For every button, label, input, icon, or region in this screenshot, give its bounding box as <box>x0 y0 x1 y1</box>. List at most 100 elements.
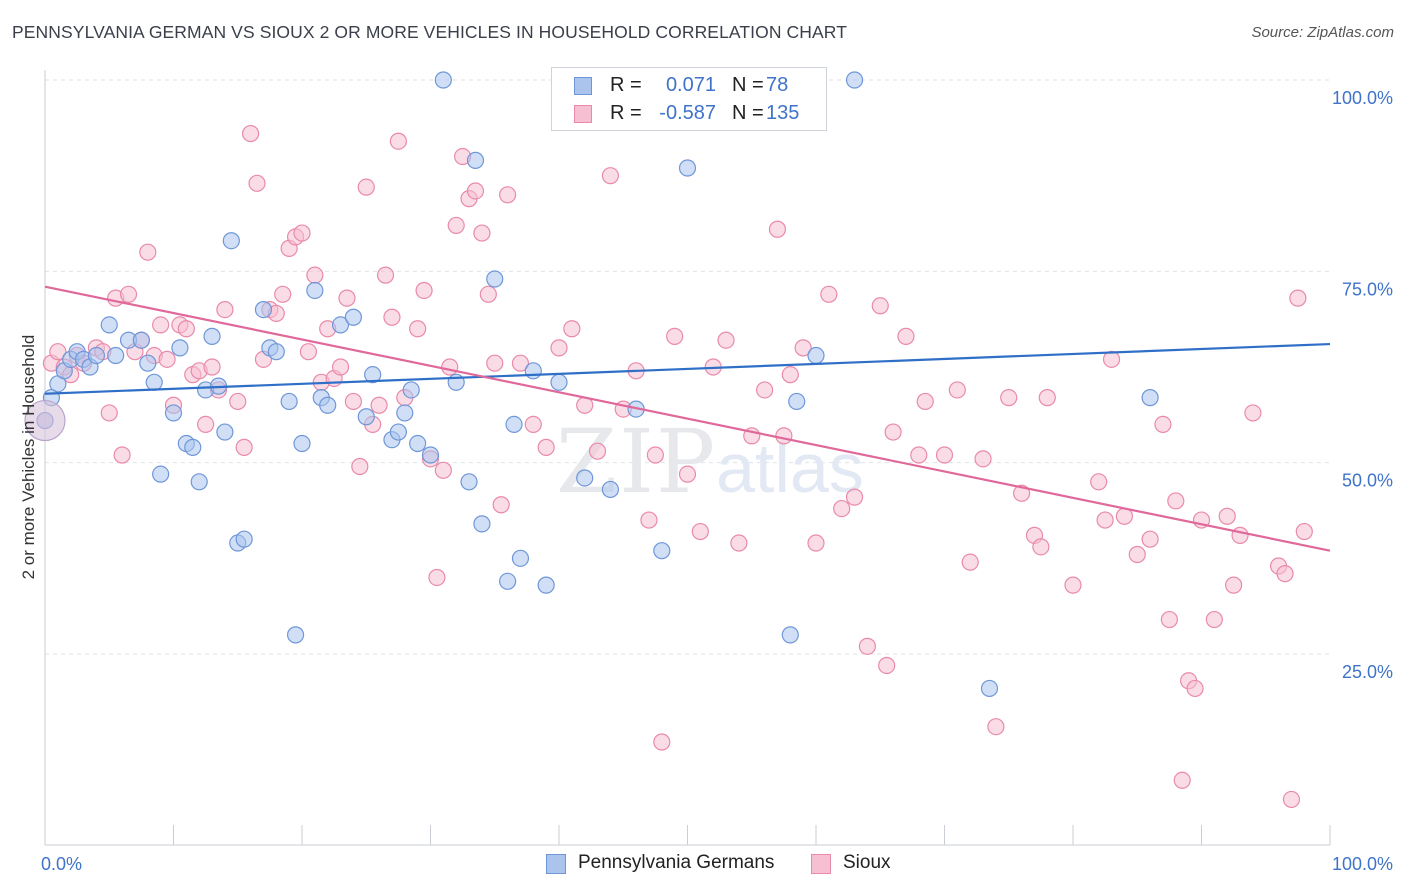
sioux-point <box>845 488 864 506</box>
sioux-point <box>781 366 799 384</box>
sioux-point <box>466 182 485 200</box>
sioux-point <box>961 553 979 571</box>
sioux-point <box>499 186 517 204</box>
legend-n-label: N = <box>732 74 764 96</box>
pennsylvania-germans-point <box>1141 389 1159 407</box>
sioux-point <box>1032 538 1050 556</box>
sioux-point <box>1225 576 1243 594</box>
legend-n-value: 135 <box>766 102 800 124</box>
legend-swatch-blue <box>574 77 592 95</box>
series-legend: Pennsylvania Germans Sioux <box>0 852 1406 878</box>
legend-swatch-pink <box>811 854 831 874</box>
sioux-point <box>820 285 838 303</box>
pennsylvania-germans-point <box>460 473 478 491</box>
sioux-point <box>1186 679 1204 698</box>
y-tick-label: 25.0% <box>1342 662 1393 682</box>
sioux-point <box>441 358 459 376</box>
sioux-point <box>858 637 877 655</box>
sioux-point <box>588 442 607 460</box>
legend-swatch-pink <box>574 105 592 123</box>
sioux-point <box>678 465 697 483</box>
overlap-point <box>24 399 66 442</box>
chart-source: Source: ZipAtlas.com <box>1251 24 1394 41</box>
y-tick-label: 50.0% <box>1342 471 1393 491</box>
sioux-point <box>152 316 170 334</box>
sioux-point <box>871 297 889 315</box>
trend-line-pennsylvania-germans <box>44 342 1331 395</box>
x-tick-label-min: 0.0% <box>41 854 82 874</box>
sioux-point <box>1231 526 1249 544</box>
pennsylvania-germans-point <box>145 373 163 391</box>
sioux-point <box>1012 484 1031 502</box>
pennsylvania-germans-point <box>788 392 806 411</box>
sioux-point <box>653 733 671 751</box>
chart-title: PENNSYLVANIA GERMAN VS SIOUX 2 OR MORE V… <box>12 22 848 42</box>
sioux-point <box>1167 492 1185 510</box>
sioux-point <box>351 457 369 476</box>
sioux-point <box>1276 565 1294 583</box>
pennsylvania-germans-point <box>505 415 523 433</box>
pennsylvania-germans-point <box>434 71 452 89</box>
sioux-point <box>158 350 176 368</box>
pennsylvania-germans-point <box>152 465 170 483</box>
sioux-point <box>775 427 793 445</box>
sioux-point <box>550 339 568 357</box>
sioux-point <box>884 423 902 441</box>
legend-label: Sioux <box>843 852 891 873</box>
pennsylvania-germans-point <box>100 316 118 334</box>
tick-labels: 25.0% 50.0% 75.0% 100.0% 0.0% 100.0% <box>41 88 1393 874</box>
sioux-point <box>666 327 684 345</box>
pennsylvania-germans-point <box>486 270 504 288</box>
pennsylvania-germans-point <box>203 327 221 345</box>
sioux-point <box>537 438 555 456</box>
pennsylvania-germans-point <box>331 316 350 334</box>
sioux-point <box>409 320 427 338</box>
sioux-point <box>383 308 401 326</box>
legend-r-value: 0.071 <box>665 74 716 96</box>
sioux-point <box>293 224 311 242</box>
sioux-point <box>833 499 851 518</box>
sioux-point <box>1064 576 1082 594</box>
y-tick-label: 100.0% <box>1332 88 1393 108</box>
pennsylvania-germans-point <box>184 438 202 456</box>
pennsylvania-germans-point <box>466 151 485 169</box>
sioux-point <box>331 358 350 376</box>
sioux-point <box>216 301 234 319</box>
sioux-point <box>691 522 709 541</box>
sioux-point <box>274 285 292 303</box>
sioux-point <box>306 266 324 284</box>
pennsylvania-germans-point <box>132 331 150 349</box>
sioux-point <box>646 446 664 464</box>
pennsylvania-germans-point <box>357 408 375 426</box>
pennsylvania-germans-point <box>87 346 106 365</box>
sioux-point <box>415 281 433 300</box>
sioux-point <box>730 534 748 552</box>
pennsylvania-germans-point <box>473 515 491 533</box>
sioux-point <box>235 438 253 456</box>
sioux-point <box>139 243 157 261</box>
pennsylvania-germans-point <box>537 576 555 594</box>
sioux-point <box>768 220 787 238</box>
sioux-point <box>447 216 465 235</box>
x-tick-label-max: 100.0% <box>1332 854 1393 874</box>
sioux-point <box>1090 473 1108 491</box>
sioux-point <box>100 404 118 422</box>
pennsylvania-germans-point <box>222 232 240 250</box>
sioux-point <box>248 174 266 192</box>
sioux-point <box>1173 771 1191 789</box>
sioux-point <box>344 392 362 411</box>
sioux-point <box>1141 530 1159 548</box>
pennsylvania-germans-point <box>421 446 440 464</box>
sioux-point <box>1244 404 1262 422</box>
sioux-point <box>794 339 812 357</box>
pennsylvania-germans-point <box>286 626 305 644</box>
sioux-point <box>376 266 395 284</box>
sioux-point <box>717 331 735 349</box>
sioux-point <box>49 343 67 361</box>
sioux-point <box>1282 790 1301 809</box>
pennsylvania-germans-point <box>396 404 414 422</box>
sioux-point <box>197 415 215 433</box>
legend-swatch-blue <box>546 854 566 874</box>
pennsylvania-germans-point <box>601 480 620 499</box>
sioux-point <box>974 450 992 468</box>
